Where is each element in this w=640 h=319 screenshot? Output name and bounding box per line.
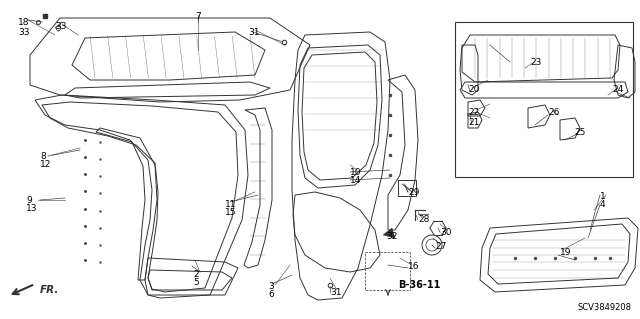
Polygon shape xyxy=(383,228,395,238)
Text: 31: 31 xyxy=(248,28,259,37)
Text: 12: 12 xyxy=(40,160,51,169)
Text: 16: 16 xyxy=(408,262,419,271)
Text: 9: 9 xyxy=(26,196,32,205)
Text: 33: 33 xyxy=(18,28,29,37)
Text: 20: 20 xyxy=(468,85,479,94)
Bar xyxy=(455,22,633,177)
Text: 14: 14 xyxy=(350,176,362,185)
Text: 24: 24 xyxy=(612,85,623,94)
Text: B-36-11: B-36-11 xyxy=(398,280,440,290)
Text: 1: 1 xyxy=(600,192,605,201)
Text: 21: 21 xyxy=(468,118,479,127)
Bar xyxy=(398,180,416,196)
Text: 22: 22 xyxy=(468,108,479,117)
Text: 33: 33 xyxy=(55,22,67,31)
Text: 15: 15 xyxy=(225,208,237,217)
Text: 32: 32 xyxy=(386,232,397,241)
Text: 6: 6 xyxy=(268,290,274,299)
Text: 8: 8 xyxy=(40,152,45,161)
Text: 7: 7 xyxy=(195,12,201,21)
Text: 31: 31 xyxy=(330,288,342,297)
Text: 5: 5 xyxy=(193,278,199,287)
Text: 30: 30 xyxy=(440,228,451,237)
Text: 13: 13 xyxy=(26,204,38,213)
Text: 18: 18 xyxy=(18,18,29,27)
Text: 26: 26 xyxy=(548,108,559,117)
Text: 3: 3 xyxy=(268,282,274,291)
Text: 11: 11 xyxy=(225,200,237,209)
Text: 2: 2 xyxy=(193,270,198,279)
Text: 25: 25 xyxy=(574,128,586,137)
Text: 28: 28 xyxy=(418,215,429,224)
Text: 19: 19 xyxy=(560,248,572,257)
Text: 27: 27 xyxy=(435,242,446,251)
Text: SCV3849208: SCV3849208 xyxy=(578,303,632,312)
Text: FR.: FR. xyxy=(40,285,60,295)
Text: 4: 4 xyxy=(600,200,605,209)
Text: 10: 10 xyxy=(350,168,362,177)
Text: 29: 29 xyxy=(408,188,419,197)
Bar xyxy=(365,252,410,290)
Text: 23: 23 xyxy=(530,58,541,67)
